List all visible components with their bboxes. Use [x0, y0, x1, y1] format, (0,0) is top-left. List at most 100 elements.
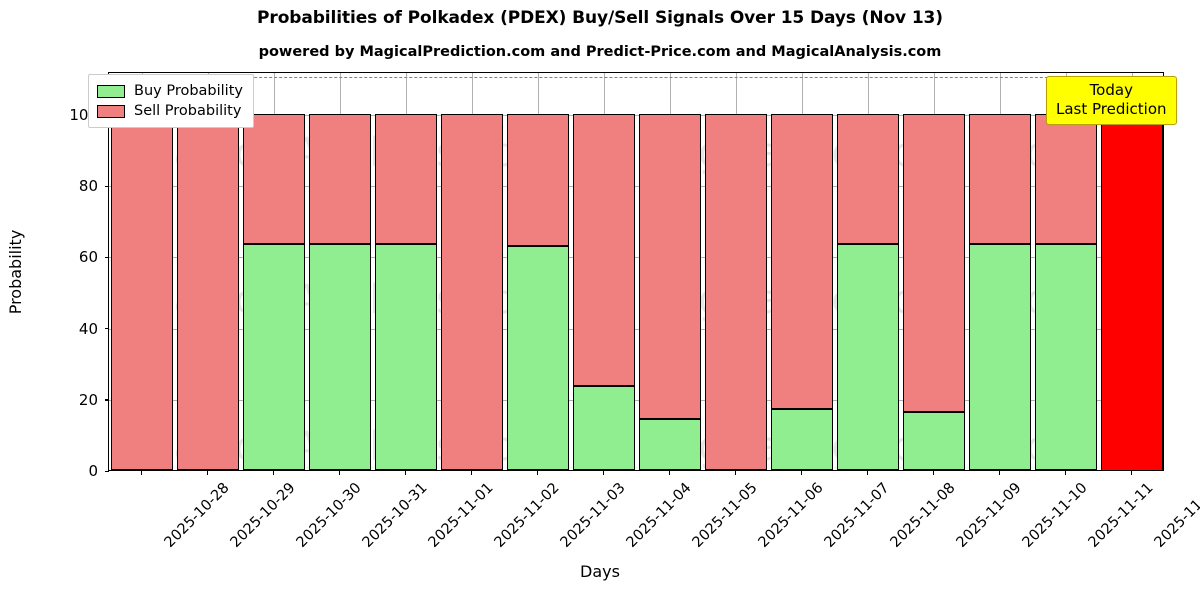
y-tick-mark [105, 399, 109, 401]
x-tick-label: 2025-11-03 [557, 480, 629, 551]
legend-swatch-buy [97, 84, 125, 98]
bar-group[interactable] [374, 71, 437, 470]
chart-subtitle: powered by MagicalPrediction.com and Pre… [258, 44, 942, 60]
today-annotation-line2: Last Prediction [1056, 99, 1167, 118]
x-tick-label: 2025-10-31 [359, 480, 431, 551]
bar-segment-buy[interactable] [836, 243, 899, 470]
bar-segment-sell[interactable] [374, 113, 437, 244]
x-tick-mark [801, 471, 803, 475]
bar-group[interactable] [770, 71, 833, 470]
gridline-horizontal [109, 399, 1163, 401]
bar-segment-buy[interactable] [902, 412, 965, 470]
gridline-horizontal [109, 257, 1163, 259]
y-tick-mark [105, 185, 109, 187]
bar-segment-buy[interactable] [638, 418, 701, 470]
bar-group[interactable] [572, 71, 635, 470]
bar-group[interactable] [440, 71, 503, 470]
bar-group[interactable] [176, 71, 239, 470]
y-tick-mark [105, 470, 109, 472]
x-tick-label: 2025-11-04 [623, 480, 695, 551]
bar-group[interactable] [704, 71, 767, 470]
chart-title: Probabilities of Polkadex (PDEX) Buy/Sel… [257, 8, 943, 28]
x-axis-label: Days [580, 562, 620, 581]
bar-segment-sell[interactable] [704, 113, 767, 470]
bar-group[interactable] [836, 71, 899, 470]
bar-group[interactable] [638, 71, 701, 470]
x-tick-label: 2025-11-07 [821, 480, 893, 551]
bar-segment-sell[interactable] [1034, 113, 1097, 244]
bar-segment-sell[interactable] [176, 113, 239, 470]
bar-segment-sell[interactable] [638, 113, 701, 419]
x-tick-mark [669, 471, 671, 475]
x-tick-mark [603, 471, 605, 475]
bar-segment-buy[interactable] [308, 243, 371, 470]
legend-item-buy[interactable]: Buy Probability [97, 81, 243, 101]
bar-segment-buy[interactable] [506, 245, 569, 470]
bar-group[interactable] [506, 71, 569, 470]
bar-segment-buy[interactable] [572, 385, 635, 470]
x-tick-mark [1065, 471, 1067, 475]
x-tick-mark [537, 471, 539, 475]
x-tick-label: 2025-11-11 [1085, 480, 1157, 551]
x-tick-mark [141, 471, 143, 475]
x-tick-mark [933, 471, 935, 475]
x-tick-label: 2025-10-28 [161, 480, 233, 551]
bar-segment-sell[interactable] [440, 113, 503, 470]
bar-segment-sell[interactable] [110, 113, 173, 470]
legend-swatch-sell [97, 104, 125, 118]
bar-segment-sell[interactable] [770, 113, 833, 410]
bar-group[interactable] [1100, 71, 1163, 470]
x-tick-mark [867, 471, 869, 475]
x-tick-label: 2025-11-08 [887, 480, 959, 551]
y-tick-label: 60 [78, 248, 98, 267]
gridline-horizontal [109, 114, 1163, 116]
y-tick-mark [105, 256, 109, 259]
x-tick-label: 2025-11-02 [491, 480, 563, 551]
bar-group[interactable] [308, 71, 371, 470]
bar-segment-sell[interactable] [572, 113, 635, 386]
x-tick-label: 2025-11-05 [689, 480, 761, 551]
x-tick-mark [207, 471, 209, 475]
x-tick-mark [405, 471, 407, 475]
bar-segment-buy[interactable] [770, 409, 833, 470]
y-axis-label: Probability [6, 229, 25, 315]
bar-segment-buy[interactable] [374, 243, 437, 470]
bar-group[interactable] [242, 71, 305, 470]
y-tick-label: 20 [78, 390, 98, 409]
bar-segment-sell[interactable] [836, 113, 899, 244]
bar-group[interactable] [110, 71, 173, 470]
x-tick-label: 2025-10-29 [227, 480, 299, 551]
chart-legend: Buy Probability Sell Probability [88, 74, 254, 128]
bar-segment-buy[interactable] [242, 243, 305, 470]
today-annotation-line1: Today [1089, 81, 1133, 99]
x-tick-mark [471, 471, 473, 475]
x-tick-label: 2025-11-10 [1019, 480, 1091, 551]
x-tick-mark [999, 471, 1001, 475]
legend-label-sell: Sell Probability [134, 103, 242, 119]
bar-segment-sell[interactable] [506, 113, 569, 246]
bar-segment-sell[interactable] [1100, 113, 1163, 470]
legend-item-sell[interactable]: Sell Probability [97, 101, 243, 121]
bar-group[interactable] [1034, 71, 1097, 470]
bar-segment-sell[interactable] [308, 113, 371, 244]
y-tick-label: 0 [88, 462, 98, 480]
bar-segment-sell[interactable] [902, 113, 965, 413]
threshold-dashed-line [109, 76, 1163, 78]
x-tick-mark [273, 471, 275, 475]
today-annotation: Today Last Prediction [1046, 76, 1177, 125]
bar-group[interactable] [902, 71, 965, 470]
x-tick-label: 2025-11-06 [755, 480, 827, 551]
x-tick-mark [735, 471, 737, 475]
y-tick-label: 40 [78, 319, 98, 338]
bar-segment-buy[interactable] [1034, 243, 1097, 470]
bar-segment-sell[interactable] [968, 113, 1031, 244]
bar-group[interactable] [968, 71, 1031, 470]
y-tick-mark [105, 328, 109, 330]
x-tick-mark [1131, 471, 1133, 475]
gridline-horizontal [109, 186, 1163, 187]
bar-segment-sell[interactable] [242, 113, 305, 244]
bar-segment-buy[interactable] [968, 243, 1031, 470]
y-tick-label: 80 [78, 177, 98, 195]
legend-label-buy: Buy Probability [134, 83, 243, 99]
